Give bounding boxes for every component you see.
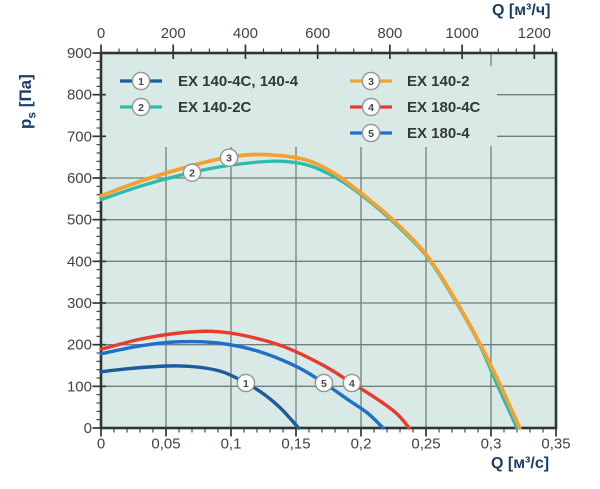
x-top-tick-label: 800 (377, 25, 402, 42)
y-tick-label: 400 (67, 253, 92, 270)
legend-item-EX-180-4: 5 EX 180-4 (350, 123, 470, 143)
legend-item-EX-180-4C: 4 EX 180-4C (350, 97, 481, 117)
x-axis-top-title: Q [м³/ч] (492, 2, 551, 19)
legend-marker-number: 2 (138, 102, 144, 114)
curve-EX-180-4 (99, 339, 385, 430)
y-tick-label: 700 (67, 128, 92, 145)
x-bottom-tick-label: 0,35 (541, 436, 570, 453)
legend-marker-number: 4 (368, 102, 374, 114)
curve-marker-circle-5 (314, 373, 334, 393)
legend-marker-number: 1 (138, 76, 144, 88)
curve-EX-140-4C-140-4 (99, 364, 301, 430)
curve-marker-circle-4 (342, 373, 362, 393)
legend-background (480, 66, 497, 146)
curve-marker-circle-3 (219, 148, 239, 167)
legend-item-EX-140-4C-140-4: 1 EX 140-4C, 140-4 (120, 71, 299, 91)
legend-marker-circle (361, 123, 381, 143)
x-bottom-tick-label: 0,05 (151, 436, 180, 453)
y-tick-label: 900 (67, 45, 92, 62)
x-top-tick-label: 1000 (445, 25, 478, 42)
legend-label: EX 180-4C (407, 99, 481, 116)
x-bottom-tick-label: 0,3 (481, 436, 502, 453)
legend-marker-circle (361, 71, 381, 91)
curve-marker-number-3: 3 (226, 152, 232, 164)
x-top-tick-label: 1200 (518, 25, 551, 42)
y-axis-title: ps [Па] (16, 74, 38, 129)
plot-frame (99, 51, 558, 430)
y-tick-label: 100 (67, 378, 92, 395)
legend-label: EX 140-2C (178, 99, 252, 116)
x-bottom-tick-label: 0,25 (411, 436, 440, 453)
x-bottom-tick-label: 0,2 (351, 436, 372, 453)
curve-marker-number-1: 1 (243, 378, 249, 390)
legend-marker-number: 5 (368, 128, 374, 140)
x-axis-bottom-title: Q [м³/с] (491, 455, 550, 472)
curve-marker-number-5: 5 (321, 378, 327, 390)
x-top-tick-label: 200 (161, 25, 186, 42)
x-bottom-tick-label: 0,15 (281, 436, 310, 453)
x-top-tick-label: 600 (305, 25, 330, 42)
curve-marker-circle-1 (236, 373, 256, 393)
curve-EX-180-4C (99, 329, 411, 430)
y-tick-label: 800 (67, 87, 92, 104)
legend-marker-circle (361, 97, 381, 117)
legend-item-EX-140-2C: 2 EX 140-2C (120, 97, 252, 117)
legend-marker-circle (131, 71, 151, 91)
legend-item-EX-140-2: 3 EX 140-2 (350, 71, 470, 91)
y-tick-label: 600 (67, 170, 92, 187)
y-axis-title-subscript: s (24, 111, 39, 119)
x-bottom-tick-label: 0,1 (221, 436, 242, 453)
curve-marker-circle-2 (182, 163, 202, 183)
legend-marker-circle (131, 97, 151, 117)
curve-marker-number-4: 4 (349, 378, 355, 390)
y-tick-label: 200 (67, 337, 92, 354)
y-tick-label: 0 (84, 420, 92, 437)
y-tick-label: 300 (67, 295, 92, 312)
legend-label: EX 180-4 (407, 125, 470, 142)
y-axis-title-symbol: p (16, 118, 35, 129)
legend-marker-number: 3 (368, 76, 374, 88)
y-axis-title-unit: [Па] (16, 74, 35, 112)
legend-label: EX 140-2 (407, 73, 470, 90)
y-tick-label: 500 (67, 212, 92, 229)
x-top-tick-label: 0 (97, 25, 105, 42)
curve-marker-number-2: 2 (189, 168, 195, 180)
x-top-tick-label: 400 (233, 25, 258, 42)
legend-label: EX 140-4C, 140-4 (178, 73, 299, 90)
x-bottom-tick-label: 0 (97, 436, 105, 453)
legend-background (101, 54, 480, 147)
